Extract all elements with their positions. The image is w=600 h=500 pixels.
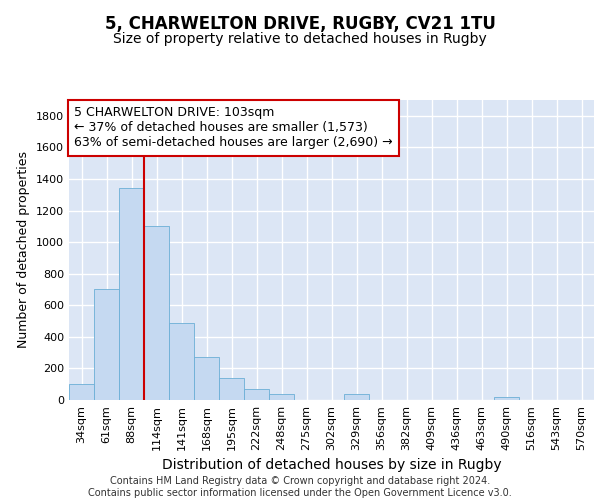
X-axis label: Distribution of detached houses by size in Rugby: Distribution of detached houses by size …: [161, 458, 502, 472]
Bar: [194, 358, 219, 400]
Bar: [144, 226, 169, 400]
Text: Size of property relative to detached houses in Rugby: Size of property relative to detached ho…: [113, 32, 487, 46]
Bar: [344, 394, 369, 400]
Bar: [269, 394, 294, 400]
Bar: [119, 188, 144, 400]
Text: 5 CHARWELTON DRIVE: 103sqm
← 37% of detached houses are smaller (1,573)
63% of s: 5 CHARWELTON DRIVE: 103sqm ← 37% of deta…: [74, 106, 393, 150]
Bar: [494, 397, 519, 400]
Bar: [94, 290, 119, 400]
Bar: [169, 322, 194, 400]
Text: 5, CHARWELTON DRIVE, RUGBY, CV21 1TU: 5, CHARWELTON DRIVE, RUGBY, CV21 1TU: [104, 15, 496, 33]
Text: Contains HM Land Registry data © Crown copyright and database right 2024.
Contai: Contains HM Land Registry data © Crown c…: [88, 476, 512, 498]
Bar: [69, 384, 94, 400]
Y-axis label: Number of detached properties: Number of detached properties: [17, 152, 31, 348]
Bar: [244, 389, 269, 400]
Bar: [219, 378, 244, 400]
